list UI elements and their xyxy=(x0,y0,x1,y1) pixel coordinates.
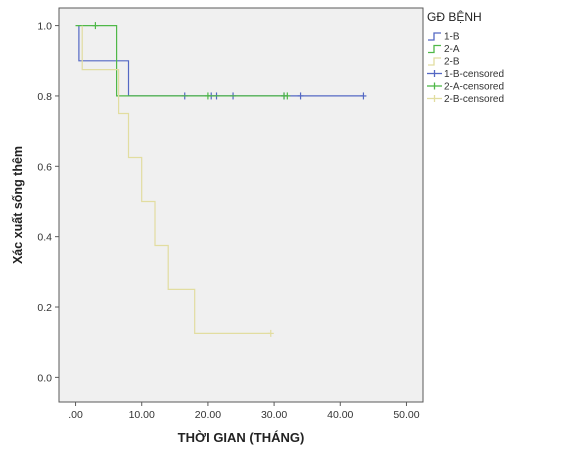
y-tick-label: 1.0 xyxy=(37,21,52,33)
x-tick-label: 40.00 xyxy=(327,409,353,421)
legend-swatch xyxy=(427,82,442,90)
legend-item: 2-B xyxy=(428,57,460,68)
y-axis: 0.0 0.2 0.4 0.6 0.8 1.0 xyxy=(37,21,59,384)
legend-swatch xyxy=(428,57,441,66)
plot-background xyxy=(58,7,424,403)
legend-label: 2-B-censored xyxy=(444,94,504,105)
x-tick-label: 10.00 xyxy=(129,409,155,421)
censor-mark-2-A xyxy=(204,92,211,100)
y-tick-label: 0.0 xyxy=(37,372,52,384)
censor-mark-2-B xyxy=(267,329,274,337)
y-tick-label: 0.2 xyxy=(37,302,52,314)
legend-label: 2-A-censored xyxy=(444,82,504,93)
survival-curve-2-B xyxy=(81,25,271,334)
legend-label: 1-B-censored xyxy=(444,69,504,80)
x-tick-label: 30.00 xyxy=(261,409,287,421)
censor-mark-1-B xyxy=(297,92,304,100)
legend-title: GĐ BỆNH xyxy=(427,9,482,24)
y-axis-label: Xác xuất sống thêm xyxy=(11,146,25,264)
x-tick-label: 50.00 xyxy=(393,409,419,421)
legend-label: 1-B xyxy=(444,32,460,43)
y-tick-label: 0.4 xyxy=(37,232,52,244)
legend-item: 2-B-censored xyxy=(427,94,504,105)
legend-swatch xyxy=(427,70,442,77)
x-axis: .00 10.00 20.00 30.00 40.00 50.00 xyxy=(68,402,420,421)
legend-label: 2-A xyxy=(444,44,460,55)
x-tick-label: .00 xyxy=(68,409,83,421)
legend-item: 1-B-censored xyxy=(427,69,504,80)
censor-mark-2-A xyxy=(92,22,99,30)
y-tick-label: 0.8 xyxy=(37,91,52,103)
x-tick-label: 20.00 xyxy=(195,409,221,421)
legend-item: 2-A-censored xyxy=(427,82,504,93)
legend-item: 1-B xyxy=(428,32,460,43)
legend-item: 2-A xyxy=(428,44,460,55)
legend-label: 2-B xyxy=(444,57,460,68)
censor-mark-1-B xyxy=(360,92,367,100)
legend-swatch xyxy=(428,32,441,41)
series-layer xyxy=(75,22,367,337)
legend-swatch xyxy=(428,44,441,54)
legend: 1-B2-A 2-B1-B-censored 2-A-censored2-B-cen… xyxy=(427,32,504,105)
censor-mark-2-A xyxy=(284,92,291,100)
legend-swatch xyxy=(427,95,442,102)
y-tick-label: 0.6 xyxy=(37,161,52,173)
x-axis-label: THỜI GIAN (THÁNG) xyxy=(178,430,305,445)
